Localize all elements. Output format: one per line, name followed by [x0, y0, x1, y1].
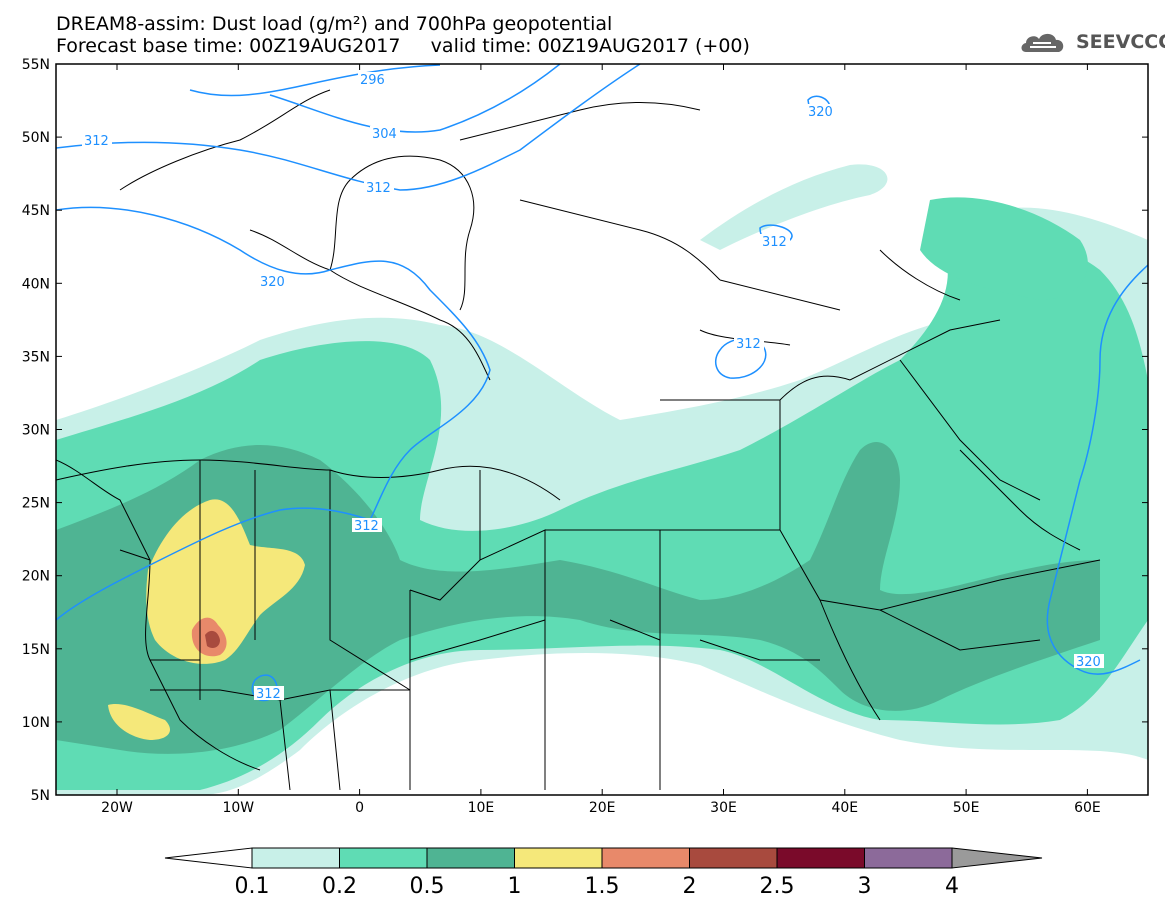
contour-label: 304 [372, 127, 397, 142]
colorbar-label: 3 [858, 874, 872, 899]
dust-contour-2 [205, 630, 220, 648]
colorbar-bin [251, 847, 340, 869]
colorbar-bin [339, 847, 428, 869]
dust-contour-1 [146, 499, 305, 664]
logo-text: SEEVCCC [1076, 31, 1165, 53]
map-title-line2: Forecast base time: 00Z19AUG2017 valid t… [56, 35, 750, 57]
colorbar-label: 2.5 [760, 874, 795, 899]
contour-label: 312 [736, 337, 761, 352]
colorbar: 0.1 0.2 0.5 1 1.5 2 2.5 3 4 [164, 847, 1043, 899]
lon-tick-label: 0 [355, 800, 364, 816]
lon-tick-label: 60E [1074, 800, 1101, 816]
colorbar-bin [426, 847, 515, 869]
latitude-axis: 55N 50N 45N 40N 35N 30N 25N 20N 15N 10N 5N [22, 57, 1148, 804]
lat-tick-label: 20N [22, 569, 50, 585]
colorbar-label: 0.2 [322, 874, 357, 899]
country-borders [56, 89, 1101, 791]
contour-label: 312 [762, 235, 787, 250]
colorbar-label: 4 [945, 874, 959, 899]
colorbar-label: 1.5 [585, 874, 620, 899]
lat-tick-label: 30N [22, 423, 50, 439]
colorbar-label: 2 [683, 874, 697, 899]
contour-label: 320 [260, 275, 285, 290]
colorbar-under-arrow [164, 847, 253, 869]
seevccc-logo: SEEVCCC [1018, 28, 1165, 56]
lon-tick-label: 20W [101, 800, 133, 816]
lon-tick-label: 10W [222, 800, 254, 816]
lat-tick-label: 40N [22, 276, 50, 292]
contour-label: 320 [1076, 655, 1101, 670]
map-title-line1: DREAM8-assim: Dust load (g/m²) and 700hP… [56, 13, 613, 35]
colorbar-bin [864, 847, 953, 869]
lat-tick-label: 10N [22, 715, 50, 731]
lat-tick-label: 55N [22, 57, 50, 73]
colorbar-label: 1 [508, 874, 522, 899]
lon-tick-label: 50E [953, 800, 980, 816]
contour-labels: 296 304 312 312 320 312 312 320 312 320 … [82, 72, 1104, 702]
lon-tick-label: 30E [710, 800, 737, 816]
colorbar-bin [689, 847, 778, 869]
colorbar-bin [514, 847, 603, 869]
colorbar-bin [776, 847, 865, 869]
lon-tick-label: 10E [468, 800, 495, 816]
colorbar-label: 0.5 [410, 874, 445, 899]
lat-tick-label: 35N [22, 349, 50, 365]
lat-tick-label: 5N [31, 788, 50, 804]
dust-contour-0.2-caspian [920, 197, 1088, 300]
cloud-icon [1021, 33, 1064, 52]
contour-label: 312 [84, 134, 109, 149]
contour-label: 312 [256, 687, 281, 702]
colorbar-bin [601, 847, 690, 869]
dust-contour-0.1-north [700, 164, 888, 250]
lat-tick-label: 25N [22, 496, 50, 512]
colorbar-over-arrow [951, 847, 1043, 869]
contour-label: 296 [360, 73, 385, 88]
dust-contour-1-south [108, 703, 170, 740]
lat-tick-label: 45N [22, 203, 50, 219]
lat-tick-label: 50N [22, 130, 50, 146]
lon-tick-label: 20E [589, 800, 616, 816]
dust-field [56, 164, 1148, 795]
longitude-axis: 20W 10W 0 10E 20E 30E 40E 50E 60E [101, 64, 1101, 816]
contour-label: 312 [354, 519, 379, 534]
contour-label: 320 [808, 105, 833, 120]
lat-tick-label: 15N [22, 642, 50, 658]
lon-tick-label: 40E [831, 800, 858, 816]
colorbar-label: 0.1 [235, 874, 270, 899]
contour-label: 312 [366, 181, 391, 196]
dust-contour-0.5 [56, 441, 1100, 754]
